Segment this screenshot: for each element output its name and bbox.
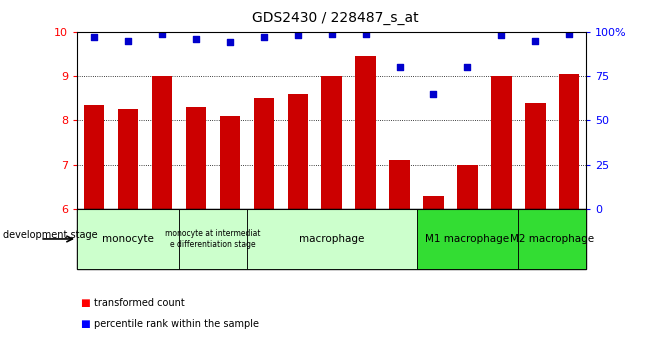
Bar bbox=[186, 107, 206, 209]
Bar bbox=[77, 209, 179, 269]
Point bbox=[88, 34, 99, 40]
Bar bbox=[253, 98, 274, 209]
Bar bbox=[519, 209, 586, 269]
Point bbox=[394, 64, 405, 70]
Point bbox=[530, 38, 541, 44]
Text: ■: ■ bbox=[80, 298, 90, 308]
Point bbox=[157, 31, 168, 36]
Bar bbox=[287, 94, 308, 209]
Bar bbox=[179, 209, 247, 269]
Text: transformed count: transformed count bbox=[94, 298, 184, 308]
Bar bbox=[525, 103, 545, 209]
Point bbox=[123, 38, 133, 44]
Bar bbox=[322, 76, 342, 209]
Bar bbox=[84, 105, 105, 209]
Text: monocyte at intermediat
e differentiation stage: monocyte at intermediat e differentiatio… bbox=[165, 229, 261, 249]
Text: M2 macrophage: M2 macrophage bbox=[511, 234, 594, 244]
Point bbox=[428, 91, 439, 97]
Point bbox=[259, 34, 269, 40]
Point bbox=[326, 31, 337, 36]
Point bbox=[462, 64, 473, 70]
Text: development stage: development stage bbox=[3, 230, 98, 240]
Point bbox=[292, 33, 303, 38]
Text: percentile rank within the sample: percentile rank within the sample bbox=[94, 319, 259, 329]
Bar bbox=[220, 116, 240, 209]
Bar bbox=[151, 76, 172, 209]
Point bbox=[360, 31, 371, 36]
Bar bbox=[247, 209, 417, 269]
Point bbox=[564, 31, 575, 36]
Bar bbox=[118, 109, 138, 209]
Text: ■: ■ bbox=[80, 319, 90, 329]
Bar bbox=[457, 165, 478, 209]
Point bbox=[224, 40, 235, 45]
Bar bbox=[491, 76, 512, 209]
Text: macrophage: macrophage bbox=[299, 234, 364, 244]
Bar bbox=[417, 209, 519, 269]
Bar bbox=[355, 56, 376, 209]
Text: monocyte: monocyte bbox=[102, 234, 154, 244]
Bar bbox=[389, 160, 410, 209]
Point bbox=[496, 33, 507, 38]
Point bbox=[190, 36, 201, 42]
Bar bbox=[423, 196, 444, 209]
Text: GDS2430 / 228487_s_at: GDS2430 / 228487_s_at bbox=[252, 11, 418, 25]
Text: M1 macrophage: M1 macrophage bbox=[425, 234, 509, 244]
Bar bbox=[559, 74, 580, 209]
